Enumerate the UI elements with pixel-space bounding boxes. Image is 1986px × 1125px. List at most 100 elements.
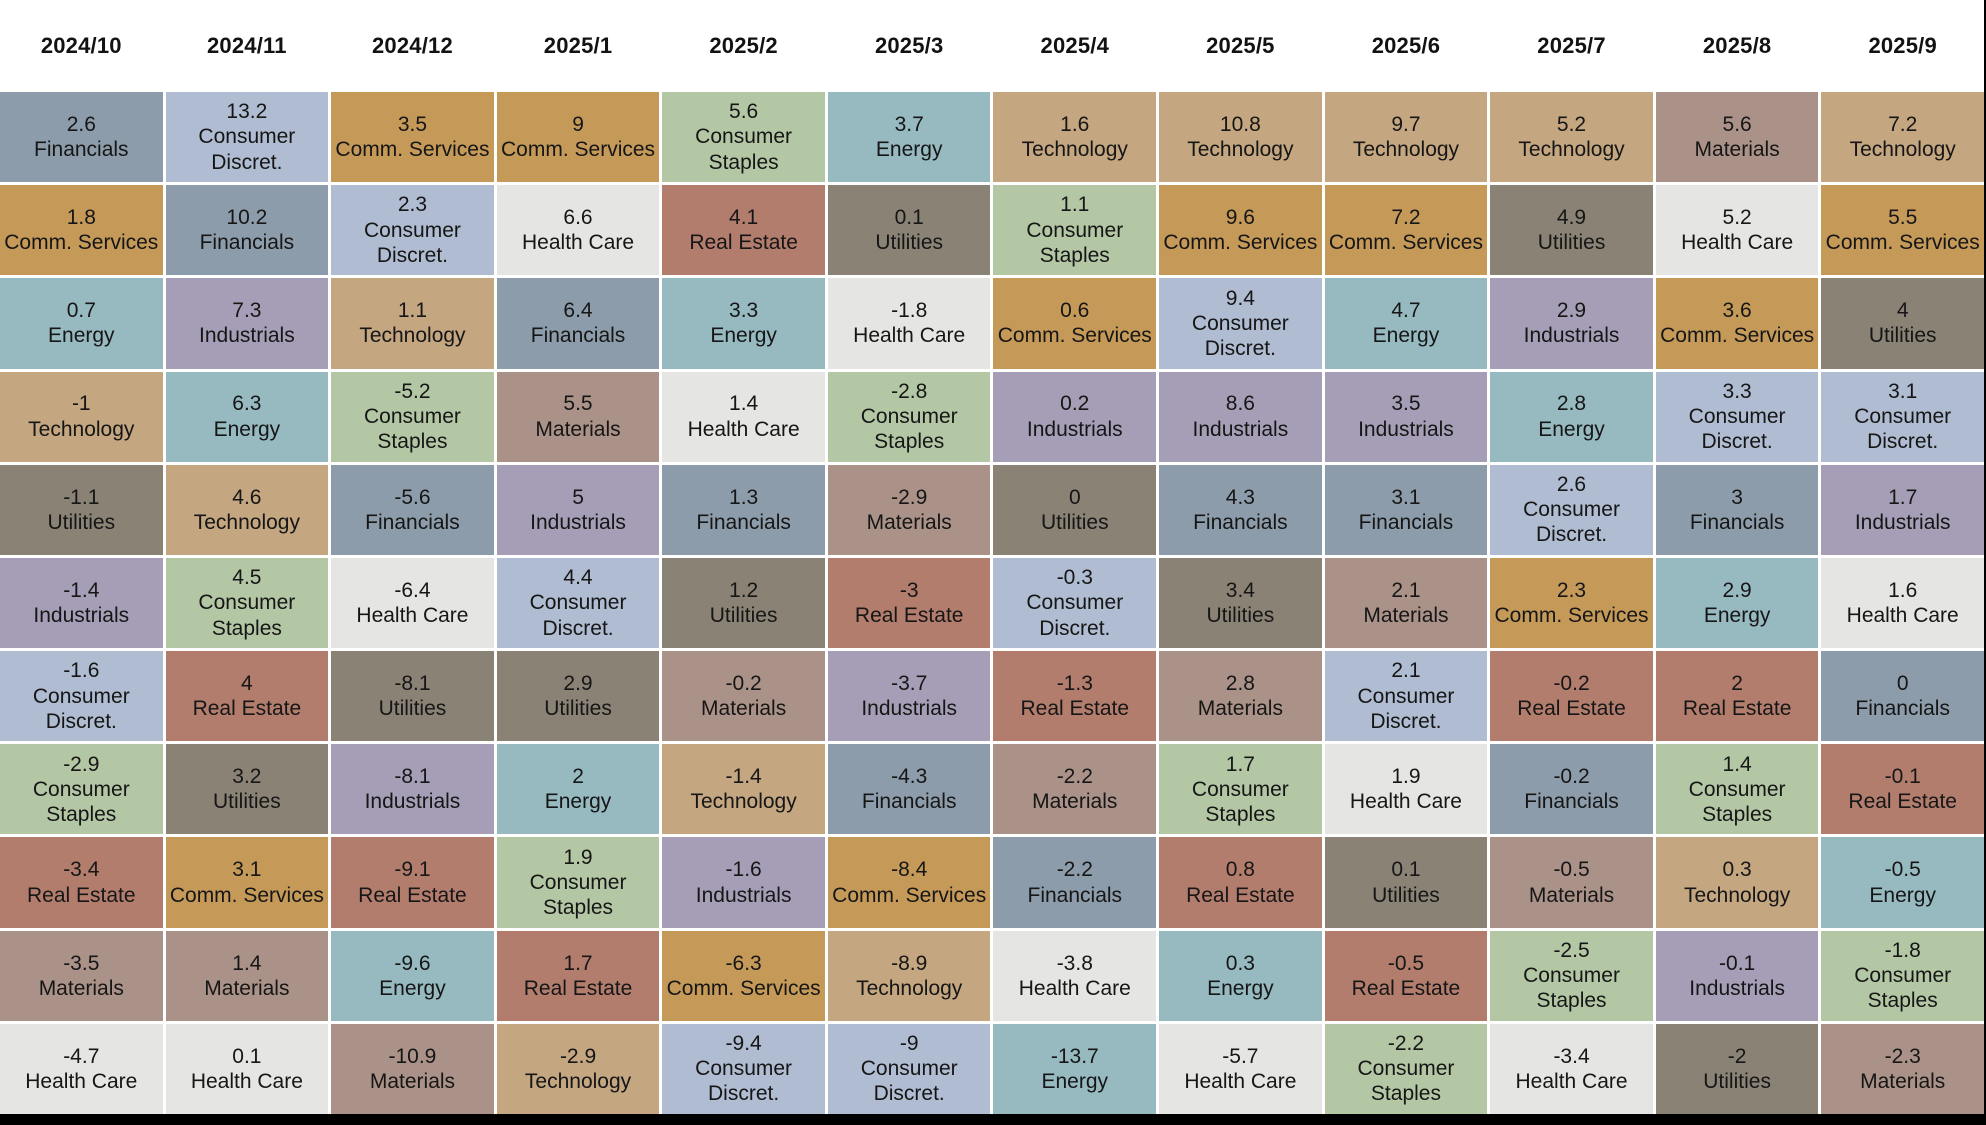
cell-sector-label: Consumer Discret.	[198, 125, 296, 174]
return-cell: 3.1 Consumer Discret.	[1821, 371, 1984, 462]
cell-sector-label: Materials	[535, 417, 621, 441]
return-cell: 2 Energy	[496, 744, 660, 835]
return-cell: -8.9 Technology	[827, 930, 991, 1021]
cell-return-value: 2.3	[1556, 578, 1587, 602]
cell-sector-label: Technology	[28, 417, 135, 441]
month-header: 2025/3	[874, 33, 944, 58]
cell-sector-label: Industrials	[530, 510, 626, 534]
cell-return-value: -1.3	[1056, 671, 1093, 695]
return-cell: -2.9 Materials	[827, 464, 991, 555]
cell-sector-label: Materials	[1860, 1069, 1946, 1093]
cell-return-value: 2.9	[563, 671, 593, 695]
cell-sector-label: Comm. Services	[4, 231, 159, 255]
cell-sector-label: Real Estate	[1517, 697, 1626, 721]
cell-return-value: 0.1	[894, 206, 924, 230]
cell-sector-label: Industrials	[1026, 417, 1123, 441]
cell-sector-label: Real Estate	[854, 603, 964, 627]
return-cell: -1.6 Industrials	[662, 837, 825, 928]
cell-return-value: -2	[1727, 1044, 1747, 1068]
cell-sector-label: Materials	[1694, 138, 1780, 162]
return-cell: -0.1 Real Estate	[1821, 744, 1984, 835]
cell-return-value: -8.4	[891, 858, 928, 882]
cell-sector-label: Consumer Staples	[198, 591, 296, 640]
cell-return-value: -6.3	[725, 951, 762, 975]
cell-return-value: 3.3	[729, 299, 759, 323]
cell-return-value: 4.7	[1391, 299, 1421, 323]
cell-sector-label: Comm. Services	[1328, 231, 1483, 255]
cell-sector-label: Real Estate	[358, 883, 467, 907]
cell-sector-label: Health Care	[356, 603, 469, 627]
cell-sector-label: Utilities	[1537, 231, 1606, 255]
cell-sector-label: Health Care	[1846, 603, 1959, 627]
return-cell: 4.3 Financials	[1159, 464, 1322, 555]
cell-return-value: 0.7	[66, 299, 96, 323]
cell-sector-label: Real Estate	[689, 231, 798, 255]
cell-return-value: 0	[1068, 485, 1081, 509]
month-header: 2025/6	[1371, 33, 1441, 58]
cell-sector-label: Financials	[1358, 510, 1454, 534]
return-cell: -4.7 Health Care	[0, 1023, 163, 1114]
cell-return-value: -3.5	[63, 951, 100, 975]
cell-return-value: 9.7	[1391, 112, 1421, 136]
cell-return-value: -9	[899, 1032, 919, 1056]
cell-sector-label: Technology	[1683, 883, 1791, 907]
cell-sector-label: Consumer Staples	[1191, 777, 1289, 826]
month-header: 2025/4	[1040, 33, 1110, 58]
cell-return-value: -1.8	[1884, 938, 1921, 962]
return-cell: -8.1 Utilities	[331, 651, 494, 742]
cell-return-value: 2	[572, 765, 584, 789]
cell-return-value: 0.2	[1060, 392, 1090, 416]
cell-return-value: 6.6	[563, 206, 593, 230]
cell-sector-label: Utilities	[1372, 883, 1440, 907]
cell-sector-label: Consumer Discret.	[1191, 311, 1289, 361]
cell-return-value: 3.3	[1722, 379, 1752, 403]
cell-sector-label: Technology	[359, 324, 466, 348]
return-cell: 1.4 Materials	[165, 930, 329, 1021]
cell-return-value: -1	[71, 392, 91, 416]
return-cell: 2.3 Comm. Services	[1490, 557, 1653, 649]
return-cell: 6.6 Health Care	[496, 185, 660, 276]
return-cell: -9.4 Consumer Discret.	[662, 1023, 825, 1114]
cell-return-value: 3.1	[232, 858, 262, 882]
cell-return-value: 3.4	[1225, 578, 1255, 602]
return-cell: -3.5 Materials	[0, 930, 163, 1021]
return-cell: 0.3 Energy	[1159, 930, 1322, 1021]
return-cell: -4.3 Financials	[827, 744, 991, 835]
cell-sector-label: Utilities	[1206, 603, 1275, 627]
cell-return-value: 1.9	[563, 845, 593, 869]
return-cell: -0.2 Financials	[1490, 744, 1653, 835]
cell-return-value: -5.7	[1222, 1044, 1259, 1068]
return-cell: 4 Real Estate	[165, 651, 329, 742]
return-cell: -8.4 Comm. Services	[827, 837, 991, 928]
cell-sector-label: Consumer Discret.	[1026, 591, 1124, 640]
return-cell: -2.2 Financials	[993, 837, 1157, 928]
return-cell: -1.6 Consumer Discret.	[0, 651, 163, 742]
cell-return-value: -8.1	[394, 671, 431, 695]
return-cell: 7.3 Industrials	[165, 278, 329, 369]
return-cell: 1.9 Consumer Staples	[496, 837, 660, 928]
cell-return-value: -0.5	[1387, 951, 1425, 975]
return-cell: -3.7 Industrials	[827, 651, 991, 742]
return-cell: 4.9 Utilities	[1490, 185, 1653, 276]
cell-sector-label: Financials	[365, 510, 460, 534]
cell-sector-label: Consumer Discret.	[32, 684, 130, 733]
return-cell: 9.7 Technology	[1324, 92, 1488, 183]
cell-sector-label: Energy	[875, 138, 943, 162]
cell-sector-label: Consumer Discret.	[1523, 498, 1620, 547]
return-cell: 3.3 Consumer Discret.	[1655, 371, 1819, 462]
cell-sector-label: Industrials	[1854, 510, 1951, 534]
cell-return-value: -3.4	[1553, 1044, 1590, 1068]
return-cell: -3 Real Estate	[827, 557, 991, 649]
cell-return-value: -0.5	[1884, 858, 1921, 882]
cell-return-value: 4.4	[563, 566, 593, 590]
cell-sector-label: Consumer Discret.	[1357, 684, 1455, 733]
cell-return-value: 10.2	[226, 206, 268, 230]
cell-return-value: 2.8	[1556, 392, 1587, 416]
cell-return-value: -2.2	[1056, 858, 1093, 882]
return-cell: -1.4 Technology	[662, 744, 825, 835]
return-cell: 2.9 Utilities	[496, 651, 660, 742]
cell-sector-label: Real Estate	[27, 883, 136, 907]
return-cell: 2.8 Materials	[1159, 651, 1322, 742]
cell-sector-label: Comm. Services	[501, 138, 656, 162]
return-cell: 3.1 Financials	[1324, 464, 1488, 555]
